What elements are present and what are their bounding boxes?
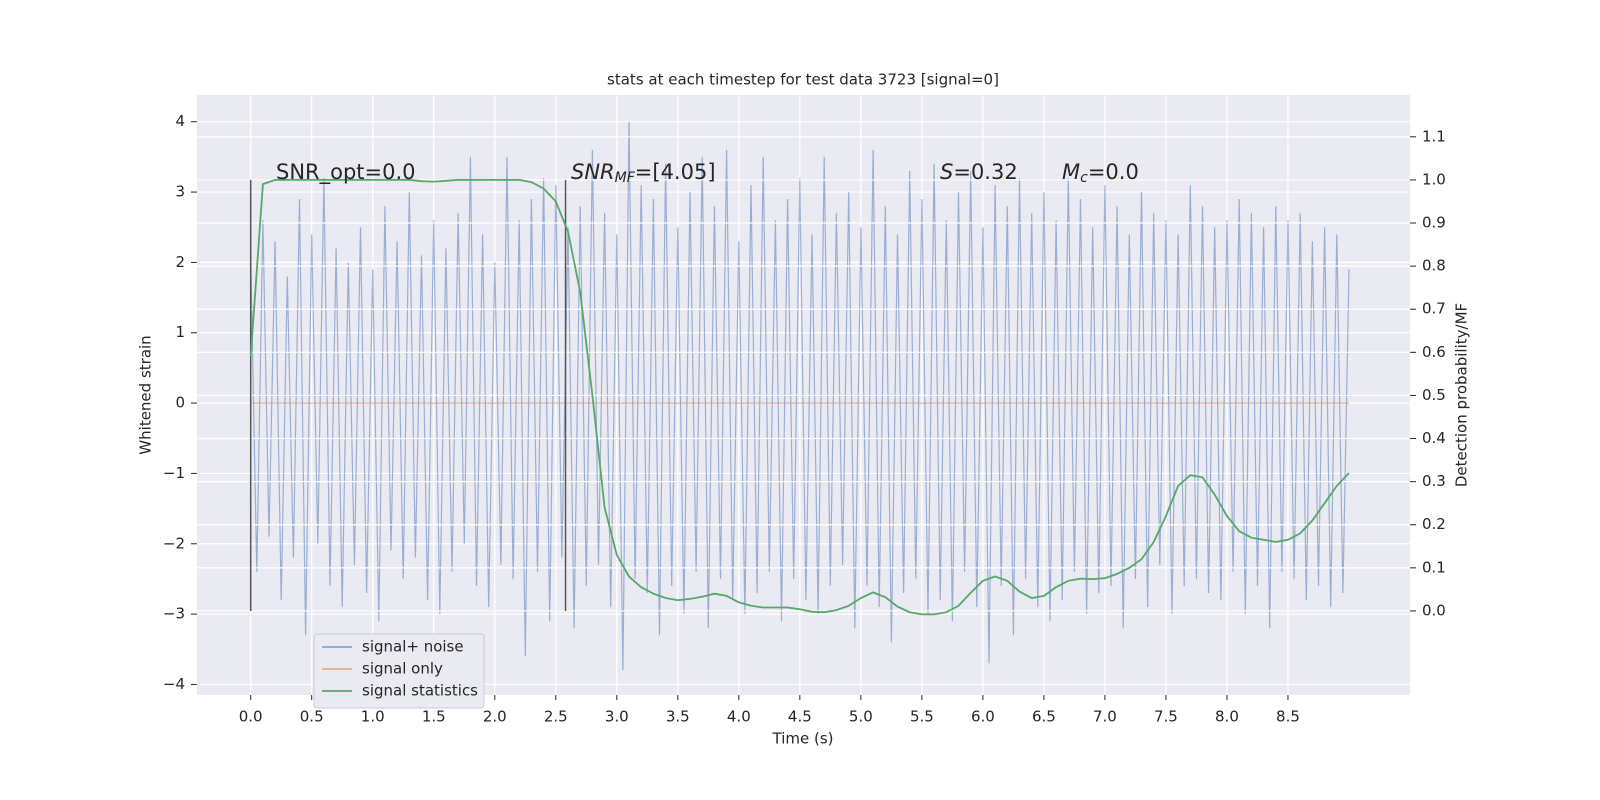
annotation-main: S — [940, 160, 953, 184]
legend-label: signal statistics — [362, 682, 478, 700]
y2-tick-label: 1.1 — [1422, 127, 1446, 145]
annotation-main: SNR_opt=0.0 — [276, 160, 416, 185]
annotation-sub: c — [1080, 170, 1088, 186]
y2-tick-label: 1.0 — [1422, 170, 1446, 188]
y-axis-label: Whitened strain — [137, 335, 155, 454]
x-tick-label: 4.0 — [727, 708, 751, 726]
x-tick-label: 2.0 — [483, 708, 507, 726]
x-tick-label: 7.0 — [1093, 708, 1117, 726]
y2-axis-label: Detection probability/MF — [1453, 303, 1471, 487]
y-tick-label: −3 — [163, 605, 185, 623]
x-tick-label: 6.0 — [971, 708, 995, 726]
y-tick-label: −4 — [163, 675, 185, 693]
series-line — [250, 121, 1350, 671]
annotation: Mc=0.0 — [1062, 160, 1139, 186]
x-tick-label: 7.5 — [1154, 708, 1178, 726]
legend-label: signal only — [362, 660, 443, 678]
y-tick-label: 1 — [175, 323, 185, 341]
annotation-rest: =0.32 — [953, 160, 1017, 184]
x-tick-label: 6.5 — [1032, 708, 1056, 726]
x-axis-label: Time (s) — [772, 730, 834, 748]
annotation-main: M — [1062, 160, 1080, 184]
legend-box — [313, 633, 485, 709]
y-tick-label: −1 — [163, 464, 185, 482]
y2-tick-label: 0.8 — [1422, 257, 1446, 275]
y-tick-label: 4 — [175, 112, 185, 130]
y-tick-label: 2 — [175, 253, 185, 271]
y2-tick-label: 0.7 — [1422, 300, 1446, 318]
x-tick-label: 2.5 — [544, 708, 568, 726]
y-tick-label: −2 — [163, 534, 185, 552]
annotation-rest: =0.0 — [1088, 160, 1139, 184]
y2-tick-label: 0.3 — [1422, 472, 1446, 490]
x-tick-label: 5.5 — [910, 708, 934, 726]
y2-tick-label: 0.9 — [1422, 214, 1446, 232]
annotation: S=0.32 — [940, 160, 1018, 184]
y2-tick-label: 0.5 — [1422, 386, 1446, 404]
x-tick-label: 0.5 — [300, 708, 324, 726]
x-tick-label: 1.0 — [361, 708, 385, 726]
y2-tick-label: 0.2 — [1422, 515, 1446, 533]
y-tick-label: 0 — [175, 394, 185, 412]
x-tick-label: 8.0 — [1215, 708, 1239, 726]
x-tick-label: 5.0 — [849, 708, 873, 726]
annotation-main: SNR — [571, 160, 615, 184]
x-tick-label: 0.0 — [239, 708, 263, 726]
y-tick-label: 3 — [175, 183, 185, 201]
annotation: SNR_opt=0.0 — [276, 160, 416, 185]
x-tick-label: 4.5 — [788, 708, 812, 726]
annotation: SNRMF=[4.05] — [571, 160, 716, 186]
x-tick-label: 3.5 — [666, 708, 690, 726]
x-tick-label: 3.0 — [605, 708, 629, 726]
legend-label: signal+ noise — [362, 638, 464, 656]
y2-tick-label: 0.4 — [1422, 429, 1446, 447]
x-tick-label: 8.5 — [1276, 708, 1300, 726]
annotation-sub: MF — [615, 170, 636, 186]
y2-tick-label: 0.0 — [1422, 601, 1446, 619]
y2-tick-label: 0.6 — [1422, 343, 1446, 361]
x-tick-label: 1.5 — [422, 708, 446, 726]
y2-tick-label: 0.1 — [1422, 558, 1446, 576]
series-line — [249, 179, 1350, 616]
annotation-rest: =[4.05] — [635, 160, 716, 184]
chart-title: stats at each timestep for test data 372… — [607, 71, 999, 89]
